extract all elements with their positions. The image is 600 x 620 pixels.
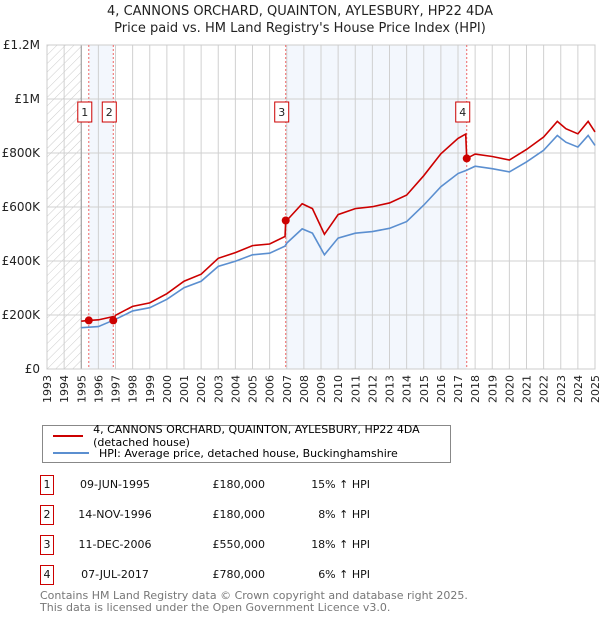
x-tick-label: 1996 <box>92 375 105 403</box>
chart-subtitle: Price paid vs. HM Land Registry's House … <box>114 21 486 36</box>
x-tick-label: 2012 <box>366 375 379 403</box>
y-tick-label: £800K <box>2 146 42 160</box>
x-tick-label: 1994 <box>58 375 71 403</box>
x-tick-label: 1998 <box>127 375 140 403</box>
x-tick-label: 2019 <box>486 375 499 403</box>
sale-price: £180,000 <box>212 508 266 521</box>
sale-label-number: 1 <box>81 106 88 119</box>
legend: 4, CANNONS ORCHARD, QUAINTON, AYLESBURY,… <box>42 423 451 463</box>
sale-date: 09-JUN-1995 <box>79 478 151 491</box>
x-tick-label: 2007 <box>281 375 294 403</box>
sale-number-badge: 4 <box>40 565 54 585</box>
hpi-line <box>81 134 596 329</box>
sale-label-number: 4 <box>459 106 466 119</box>
sale-marker <box>462 154 471 163</box>
sale-row: 1 09-JUN-1995 £180,000 15% ↑ HPI <box>0 475 600 497</box>
x-tick-label: 2024 <box>572 375 585 403</box>
sale-label-box <box>77 101 93 123</box>
sale-row: 4 07-JUL-2017 £780,000 6% ↑ HPI <box>0 565 600 587</box>
sale-number-badge: 1 <box>40 475 54 495</box>
x-tick-label: 1997 <box>110 375 123 403</box>
property-price-line <box>81 120 596 323</box>
y-tick-label: £200K <box>2 308 42 322</box>
legend-item-property: 4, CANNONS ORCHARD, QUAINTON, AYLESBURY,… <box>53 423 450 449</box>
x-tick-label: 2003 <box>212 375 225 403</box>
sale-row: 2 14-NOV-1996 £180,000 8% ↑ HPI <box>0 505 600 527</box>
sale-hpi-diff: 8% ↑ HPI <box>318 508 370 521</box>
x-tick-label: 2002 <box>195 375 208 403</box>
footer-line-1: Contains HM Land Registry data © Crown c… <box>40 589 468 602</box>
sale-marker <box>109 316 118 325</box>
x-tick-label: 2021 <box>521 375 534 403</box>
x-tick-label: 2001 <box>178 375 191 403</box>
x-tick-label: 1999 <box>144 375 157 403</box>
x-tick-label: 1993 <box>41 375 54 403</box>
x-tick-label: 2004 <box>229 375 242 403</box>
y-tick-label: £600K <box>2 200 42 214</box>
x-tick-label: 2013 <box>384 375 397 403</box>
legend-label: 4, CANNONS ORCHARD, QUAINTON, AYLESBURY,… <box>93 423 420 449</box>
legend-label: HPI: Average price, detached house, Buck… <box>99 446 398 460</box>
x-tick-label: 2020 <box>503 375 516 403</box>
legend-item-hpi: HPI: Average price, detached house, Buck… <box>53 445 398 461</box>
chart-title: 4, CANNONS ORCHARD, QUAINTON, AYLESBURY,… <box>107 4 493 19</box>
x-tick-label: 2014 <box>401 375 414 403</box>
x-tick-label: 2025 <box>589 375 600 403</box>
x-tick-label: 2023 <box>555 375 568 403</box>
x-tick-label: 2018 <box>469 375 482 403</box>
y-tick-label: £1.2M <box>3 38 40 52</box>
x-tick-label: 2016 <box>435 375 448 403</box>
sale-date: 14-NOV-1996 <box>78 508 152 521</box>
plot-frame <box>46 44 596 370</box>
x-tick-label: 2017 <box>452 375 465 403</box>
blue-line-swatch <box>53 452 89 454</box>
x-tick-label: 2015 <box>418 375 431 403</box>
sale-label-box <box>101 101 117 123</box>
sale-hpi-diff: 15% ↑ HPI <box>311 478 370 491</box>
x-tick-label: 2008 <box>298 375 311 403</box>
sale-label-box <box>274 101 290 123</box>
sale-date: 11-DEC-2006 <box>78 538 152 551</box>
sale-date: 07-JUL-2017 <box>81 568 149 581</box>
x-tick-label: 2006 <box>264 375 277 403</box>
x-tick-label: 1995 <box>75 375 88 403</box>
sale-label-number: 2 <box>106 106 113 119</box>
price-chart: 1993 1994 1995 1996 1997 1998 1999 2000 2001 2002… <box>2 38 600 403</box>
sale-price: £180,000 <box>212 478 266 491</box>
sale-hpi-diff: 6% ↑ HPI <box>318 568 370 581</box>
sale-hpi-diff: 18% ↑ HPI <box>311 538 370 551</box>
x-tick-label: 2011 <box>349 375 362 403</box>
sale-marker <box>84 316 93 325</box>
sale-price: £780,000 <box>212 568 266 581</box>
x-tick-label: 2009 <box>315 375 328 403</box>
y-tick-label: £1M <box>14 92 40 106</box>
red-line-swatch <box>53 435 84 437</box>
sale-label-box <box>455 101 471 123</box>
x-tick-label: 2000 <box>161 375 174 403</box>
sale-number-badge: 3 <box>40 535 54 555</box>
sale-price: £550,000 <box>212 538 266 551</box>
x-tick-label: 2005 <box>247 375 260 403</box>
sale-marker <box>281 216 290 225</box>
y-tick-label: £400K <box>2 254 42 268</box>
sale-label-number: 3 <box>278 106 285 119</box>
footer-line-2: This data is licensed under the Open Gov… <box>40 601 391 614</box>
x-tick-label: 2010 <box>332 375 345 403</box>
x-tick-label: 2022 <box>538 375 551 403</box>
y-tick-label: £0 <box>25 362 40 376</box>
sale-row: 3 11-DEC-2006 £550,000 18% ↑ HPI <box>0 535 600 557</box>
sale-number-badge: 2 <box>40 505 54 525</box>
